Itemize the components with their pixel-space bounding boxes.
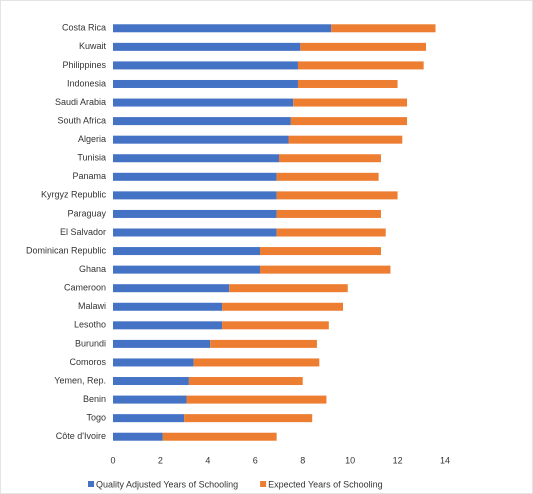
x-tick-label: 4 (205, 455, 210, 465)
bar-segment (331, 24, 436, 33)
y-tick-label: Benin (83, 394, 106, 404)
y-tick-label: Algeria (78, 134, 106, 144)
bar-segment (113, 321, 223, 330)
x-tick-label: 14 (440, 455, 450, 465)
bar-segment (113, 395, 187, 404)
legend-swatch (88, 481, 94, 487)
y-tick-label: Kuwait (79, 41, 107, 51)
bar-segment (290, 117, 408, 126)
x-tick-label: 0 (110, 455, 115, 465)
bar-segment (113, 42, 301, 51)
bar-segment (113, 247, 261, 256)
bar-segment (297, 61, 424, 70)
y-tick-label: Yemen, Rep. (54, 375, 106, 385)
bar-segment (279, 154, 381, 163)
bar-segment (276, 172, 379, 181)
bar-segment (113, 191, 277, 200)
bar-segment (113, 209, 277, 218)
bar-segment (222, 321, 329, 330)
bar-segment (113, 432, 163, 441)
bar-segment (288, 135, 403, 144)
bar-segment (113, 377, 189, 386)
y-tick-label: Indonesia (67, 78, 106, 88)
y-tick-label: Cameroon (64, 283, 106, 293)
bar-segment (293, 98, 408, 107)
bar-segment (113, 172, 277, 181)
bar-segment (297, 79, 398, 88)
y-tick-label: Philippines (62, 60, 106, 70)
y-tick-label: Panama (72, 171, 106, 181)
y-tick-label: Kyrgyz Republic (41, 190, 107, 200)
x-tick-label: 10 (345, 455, 355, 465)
bar-segment (193, 358, 320, 367)
legend-swatch (260, 481, 267, 487)
x-tick-label: 6 (253, 455, 258, 465)
bar-segment (113, 135, 289, 144)
legend-label: Expected Years of Schooling (268, 479, 383, 489)
bar-segment (113, 414, 185, 423)
bar-segment (113, 228, 277, 237)
bar-segment (222, 302, 344, 311)
bar-segment (162, 432, 277, 441)
legend-label: Quality Adjusted Years of Schooling (96, 479, 238, 489)
bar-segment (276, 191, 398, 200)
bar-segment (300, 42, 427, 51)
y-tick-label: Côte d'Ivoire (56, 431, 106, 441)
bar-segment (113, 79, 298, 88)
y-tick-label: Lesotho (74, 320, 106, 330)
x-tick-label: 2 (158, 455, 163, 465)
bar-segment (188, 377, 303, 386)
y-tick-label: Dominican Republic (26, 245, 107, 255)
bar-segment (210, 339, 317, 348)
bar-segment (113, 284, 230, 293)
x-tick-label: 12 (393, 455, 403, 465)
bar-segment (113, 117, 291, 126)
y-tick-label: Ghana (79, 264, 106, 274)
bar-segment (186, 395, 327, 404)
bar-segment (260, 247, 381, 256)
bar-segment (184, 414, 313, 423)
y-tick-label: South Africa (57, 115, 106, 125)
y-tick-label: Costa Rica (62, 23, 106, 33)
bar-segment (113, 154, 279, 163)
y-tick-label: Comoros (69, 357, 106, 367)
y-tick-label: Tunisia (77, 153, 106, 163)
bar-segment (113, 302, 223, 311)
y-tick-label: Saudi Arabia (55, 97, 106, 107)
y-tick-label: El Salvador (60, 227, 106, 237)
bar-segment (229, 284, 348, 293)
y-tick-label: Paraguay (67, 208, 106, 218)
bar-segment (113, 358, 194, 367)
y-tick-label: Malawi (78, 301, 106, 311)
bar-segment (276, 228, 386, 237)
bar-segment (113, 265, 261, 274)
y-tick-label: Burundi (75, 338, 106, 348)
bar-segment (113, 339, 211, 348)
bar-segment (113, 61, 298, 70)
bar-segment (276, 209, 381, 218)
x-tick-label: 8 (300, 455, 305, 465)
bar-segment (113, 98, 294, 107)
bar-segment (113, 24, 332, 33)
y-tick-label: Togo (86, 413, 106, 423)
bar-segment (260, 265, 391, 274)
